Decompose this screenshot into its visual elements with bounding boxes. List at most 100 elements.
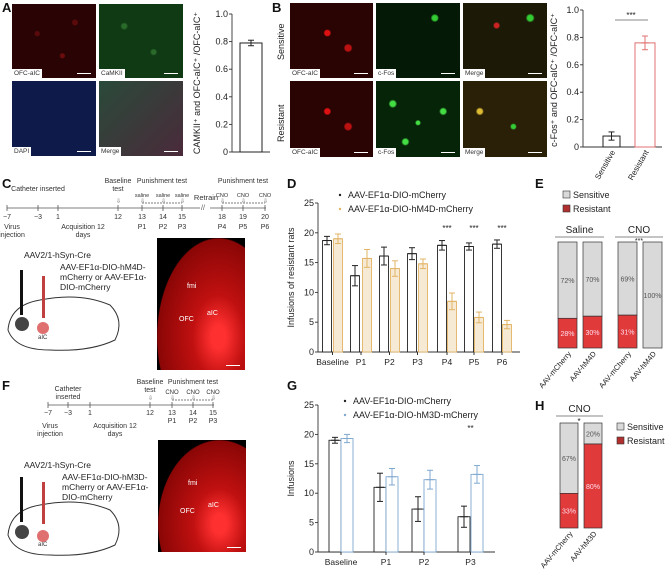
tick-label: −7 [44,410,52,417]
region-label-aic: aIC [208,502,219,509]
y-tick-label: 0.8 [215,37,228,47]
tick-label: 15 [209,410,217,417]
session-label: P4 [217,224,227,231]
percent-label: 33% [562,509,576,516]
legend-label: AAV-EF1α-DIO-hM4D-mCherry [348,204,474,214]
significance-stars: ** [467,424,473,433]
scale-bar [227,546,241,548]
legend-swatch [562,190,571,199]
bar-resistant [634,42,656,148]
acquisition-label: Acquisition 12 days [61,224,105,239]
tick-label: 12 [114,214,122,221]
catheter-label: Catheter inserted [11,186,65,193]
scale-bar [441,72,455,74]
y-tick-label: 0 [309,547,314,557]
percent-label: 30% [585,330,599,337]
y-tick-label: 0.2 [566,115,579,125]
y-tick-label: 1.0 [215,9,228,19]
percent-label: 28% [560,331,574,338]
bar-baseline-series2 [333,238,343,353]
drug-label: CNO [165,390,179,396]
arrow-icon: ⇩ [263,198,268,205]
x-tick-label: P4 [442,357,453,367]
tile-label: OFC-aIC [12,69,42,78]
schematic-aic-label: aIC [38,335,48,341]
group-label: CNO [628,225,650,236]
y-axis-label: CAMKII⁺ and OFC-aIC⁺ /OFC-aIC⁺ [192,12,202,155]
y-tick-label: 10 [304,488,314,498]
scale-bar [528,72,542,74]
drug-label: saline [134,193,150,199]
drug-label: CNO [236,193,250,199]
micrograph-sensitive-merge: Merge [463,3,547,78]
scale-bar [354,72,368,74]
tick-label: 1 [88,410,92,417]
x-tick-label: P6 [497,357,508,367]
x-tick-label: P1 [381,557,392,567]
micrograph-resistant-ofc-aic: OFC-aIC [290,81,373,157]
x-tick-label: AAV-hM4D [568,349,599,383]
baseline-test-label: Baseline test [136,379,164,394]
drug-label: saline [155,193,171,199]
legend-label: AAV-EF1α-DIO-mCherry [348,190,447,200]
session-label: P3 [177,224,187,231]
tile-label: Merge [463,69,486,78]
y-tick-label: 1.0 [566,5,579,15]
arrow-icon: ⇩ [211,395,216,402]
region-label-fmi: fmi [188,480,198,487]
timeline-c-axis: // [7,202,266,212]
bar-p4-series1 [437,244,447,353]
percent-label: 100% [644,293,662,300]
arrow-icon: ⇩ [191,395,196,402]
punishment-test-label: Punishment test [136,178,188,185]
stacked-segment-resistant [617,314,638,349]
acquisition-label: Acquisition 12 days [93,423,137,438]
legend-label: Resistant [573,204,611,214]
baseline-test-label: Baseline test [104,178,132,193]
bar-p1-series2 [362,257,372,353]
legend-label: Sensitive [573,190,610,200]
bar-p6-series1 [492,243,502,353]
micrograph-sensitive-ofc-aic: OFC-aIC [290,3,373,78]
y-tick-label: 5 [309,518,314,528]
group-label: CNO [568,404,590,415]
percent-label: 72% [560,278,574,285]
scale-bar [164,150,178,152]
x-tick-label: AAV-mCherry [539,529,575,570]
scale-bar [77,72,91,74]
legend-label: Resistant [627,436,665,446]
drug-label: CNO [206,390,220,396]
y-tick-label: 0 [309,347,314,357]
y-axis-label: c-Fos⁺ and OFC-aIC⁺ /OFC-aIC⁺ [549,13,559,147]
bar-p2-series2 [390,268,400,353]
x-tick-label: P5 [469,357,480,367]
significance-stars: *** [469,224,478,233]
panel-label-d: D [287,176,297,191]
percent-label: 20% [586,432,600,439]
scale-bar [441,151,455,153]
bar-baseline-series1 [322,240,332,353]
y-tick-label: 0.6 [566,60,579,70]
tick-label: 19 [239,214,247,221]
percent-label: 80% [586,484,600,491]
arrow-icon: ⇩ [116,198,121,205]
panel-label-e: E [535,176,544,191]
significance-stars: *** [635,238,643,245]
cre-virus-label: AAV2/1-hSyn-Cre [24,250,91,260]
x-tick-label: Resistant [626,148,651,182]
arrow-icon: ⇩ [220,198,225,205]
y-tick-label: 15 [304,459,314,469]
micrograph-merge: Merge [99,81,183,156]
y-tick-label: 25 [304,198,314,208]
micrograph-resistant-merge: Merge [463,81,547,157]
svg-text://: // [201,205,205,212]
y-tick-label: 20 [304,429,314,439]
arrow-icon: ⇩ [241,198,246,205]
bar [239,42,263,153]
legend-label: Sensitive [627,422,664,432]
tick-label: 15 [178,214,186,221]
session-label: P3 [208,418,218,425]
bar-baseline-series2 [340,438,354,553]
tick-label: 1 [56,214,60,221]
arrow-icon: ⇩ [148,395,153,402]
